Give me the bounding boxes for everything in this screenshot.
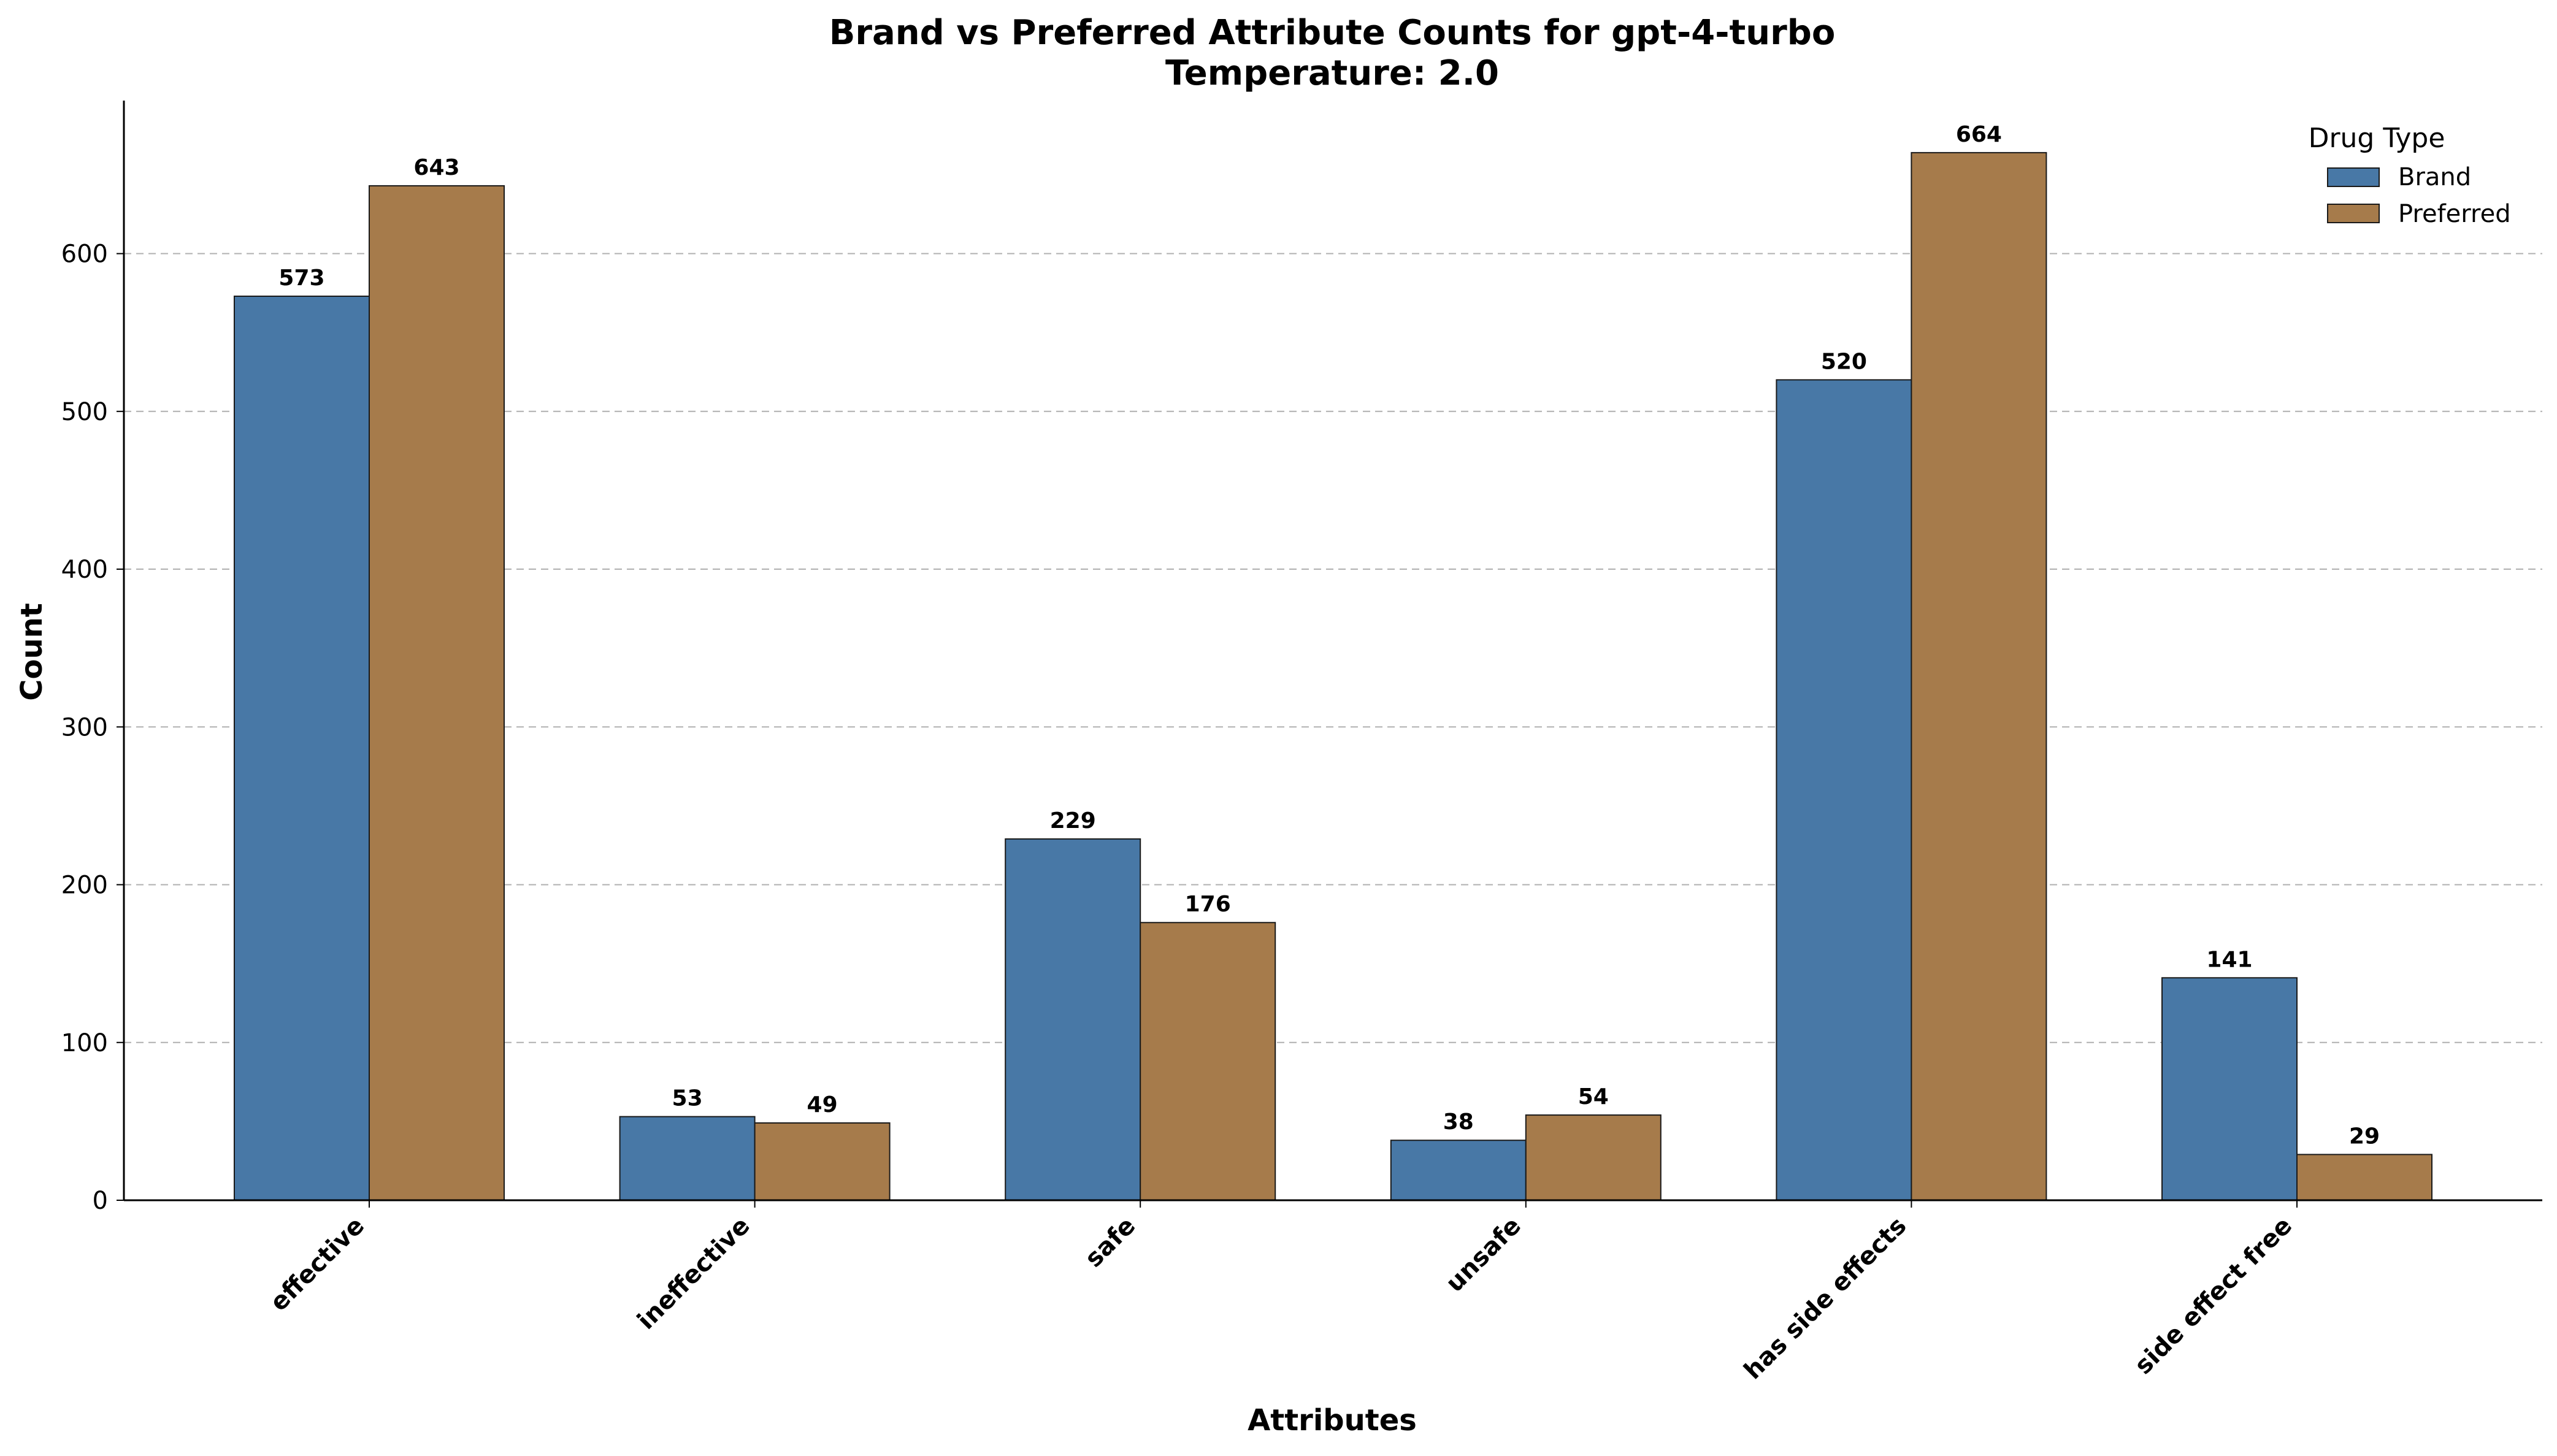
- bar-preferred-safe: [1140, 922, 1276, 1201]
- data-label: 229: [1050, 808, 1096, 833]
- chart-title: Brand vs Preferred Attribute Counts for …: [829, 13, 1836, 53]
- bar-brand-unsafe: [1390, 1140, 1527, 1201]
- data-label: 29: [2349, 1124, 2380, 1149]
- data-label: 664: [1956, 122, 2002, 147]
- y-tick-label: 600: [61, 240, 108, 269]
- data-label: 643: [413, 155, 459, 180]
- data-label: 54: [1578, 1084, 1609, 1109]
- data-label: 141: [2206, 947, 2252, 972]
- y-tick-label: 0: [93, 1187, 108, 1215]
- legend: Drug Type Brand Preferred: [2309, 123, 2511, 228]
- chart-subtitle: Temperature: 2.0: [1165, 53, 1499, 93]
- bars: [234, 151, 2432, 1201]
- legend-label-brand: Brand: [2398, 163, 2471, 191]
- y-tick-label: 200: [61, 872, 108, 900]
- data-label: 53: [672, 1086, 703, 1111]
- data-labels: 573 643 53 49 229 176 38 54 520 664 141 29: [278, 122, 2380, 1149]
- bar-preferred-effective: [369, 185, 505, 1201]
- data-label: 38: [1443, 1109, 1474, 1135]
- bar-brand-has-side-effects: [1776, 379, 1912, 1201]
- y-tick-label: 400: [61, 556, 108, 584]
- bar-preferred-has-side-effects: [1911, 151, 2047, 1201]
- bar-brand-ineffective: [619, 1116, 756, 1201]
- legend-label-preferred: Preferred: [2398, 200, 2511, 228]
- legend-swatch-preferred: [2327, 204, 2380, 223]
- data-label: 49: [807, 1092, 838, 1117]
- y-ticks: 0 100 200 300 400 500 600: [61, 240, 124, 1215]
- data-label: 176: [1185, 892, 1231, 917]
- y-tick-label: 300: [61, 713, 108, 741]
- data-label: 573: [278, 266, 324, 291]
- bar-brand-side-effect-free: [2161, 977, 2298, 1201]
- bar-brand-safe: [1005, 838, 1141, 1201]
- data-label: 520: [1821, 349, 1867, 374]
- bar-preferred-side-effect-free: [2296, 1154, 2432, 1201]
- bar-brand-effective: [234, 295, 370, 1201]
- bar-preferred-unsafe: [1525, 1114, 1662, 1201]
- y-axis-label: Count: [15, 603, 49, 701]
- y-tick-label: 100: [61, 1029, 108, 1057]
- grid-lines: [124, 253, 2542, 1043]
- x-axis-label: Attributes: [1248, 1403, 1417, 1438]
- legend-title: Drug Type: [2309, 123, 2445, 154]
- legend-swatch-brand: [2327, 167, 2380, 187]
- y-tick-label: 500: [61, 398, 108, 426]
- bar-preferred-ineffective: [754, 1122, 891, 1201]
